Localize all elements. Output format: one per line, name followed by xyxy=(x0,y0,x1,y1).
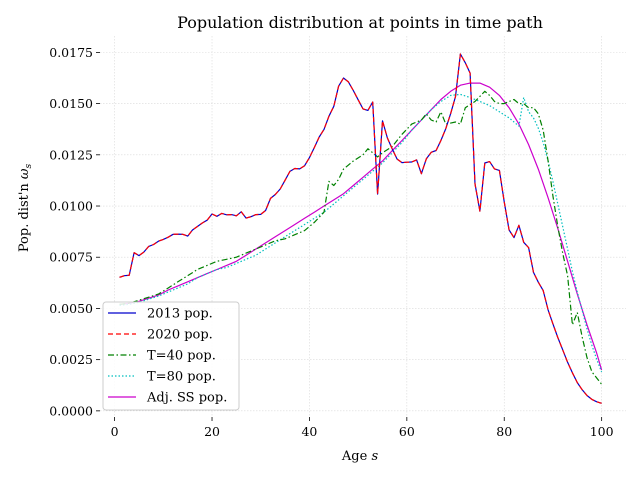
x-axis-label: Age s xyxy=(341,449,379,464)
legend-label: 2020 pop. xyxy=(147,328,213,343)
series-line-3 xyxy=(119,90,603,385)
y-tick-label: 0.0175 xyxy=(49,45,93,60)
legend-label: T=40 pop. xyxy=(147,349,216,364)
y-tick-label: 0.0125 xyxy=(49,147,93,162)
x-tick-label: 0 xyxy=(111,424,119,439)
x-tick-label: 60 xyxy=(399,424,415,439)
x-tick-label: 40 xyxy=(301,424,317,439)
y-tick-label: 0.0025 xyxy=(49,352,93,367)
y-tick-label: 0.0050 xyxy=(49,301,93,316)
y-tick-label: 0.0100 xyxy=(49,199,93,214)
chart-title: Population distribution at points in tim… xyxy=(177,13,543,32)
x-tick-label: 20 xyxy=(204,424,220,439)
x-tick-label: 80 xyxy=(496,424,512,439)
y-axis-label: Pop. dist'n ωs xyxy=(17,163,34,252)
legend-label: Adj. SS pop. xyxy=(146,391,227,406)
x-tick-label: 100 xyxy=(590,424,614,439)
legend-label: T=80 pop. xyxy=(147,370,216,385)
x-axis-ticks: 0 20 40 60 80 100 xyxy=(111,417,614,439)
y-tick-label: 0.0000 xyxy=(49,403,93,418)
series-line-5 xyxy=(119,82,603,371)
y-tick-label: 0.0075 xyxy=(49,250,93,265)
series-line-2 xyxy=(119,53,602,404)
y-tick-label: 0.0150 xyxy=(49,96,93,111)
series-lines xyxy=(119,53,603,404)
legend-box xyxy=(102,301,240,411)
y-axis-ticks: 0.0000 0.0025 0.0050 0.0075 0.0100 0.0125 0.01… xyxy=(49,45,100,418)
legend-label: 2013 pop. xyxy=(147,307,213,322)
legend: 2013 pop. 2020 pop. T=40 pop. T=80 pop. Adj.… xyxy=(102,301,240,411)
series-line-4 xyxy=(119,93,603,373)
